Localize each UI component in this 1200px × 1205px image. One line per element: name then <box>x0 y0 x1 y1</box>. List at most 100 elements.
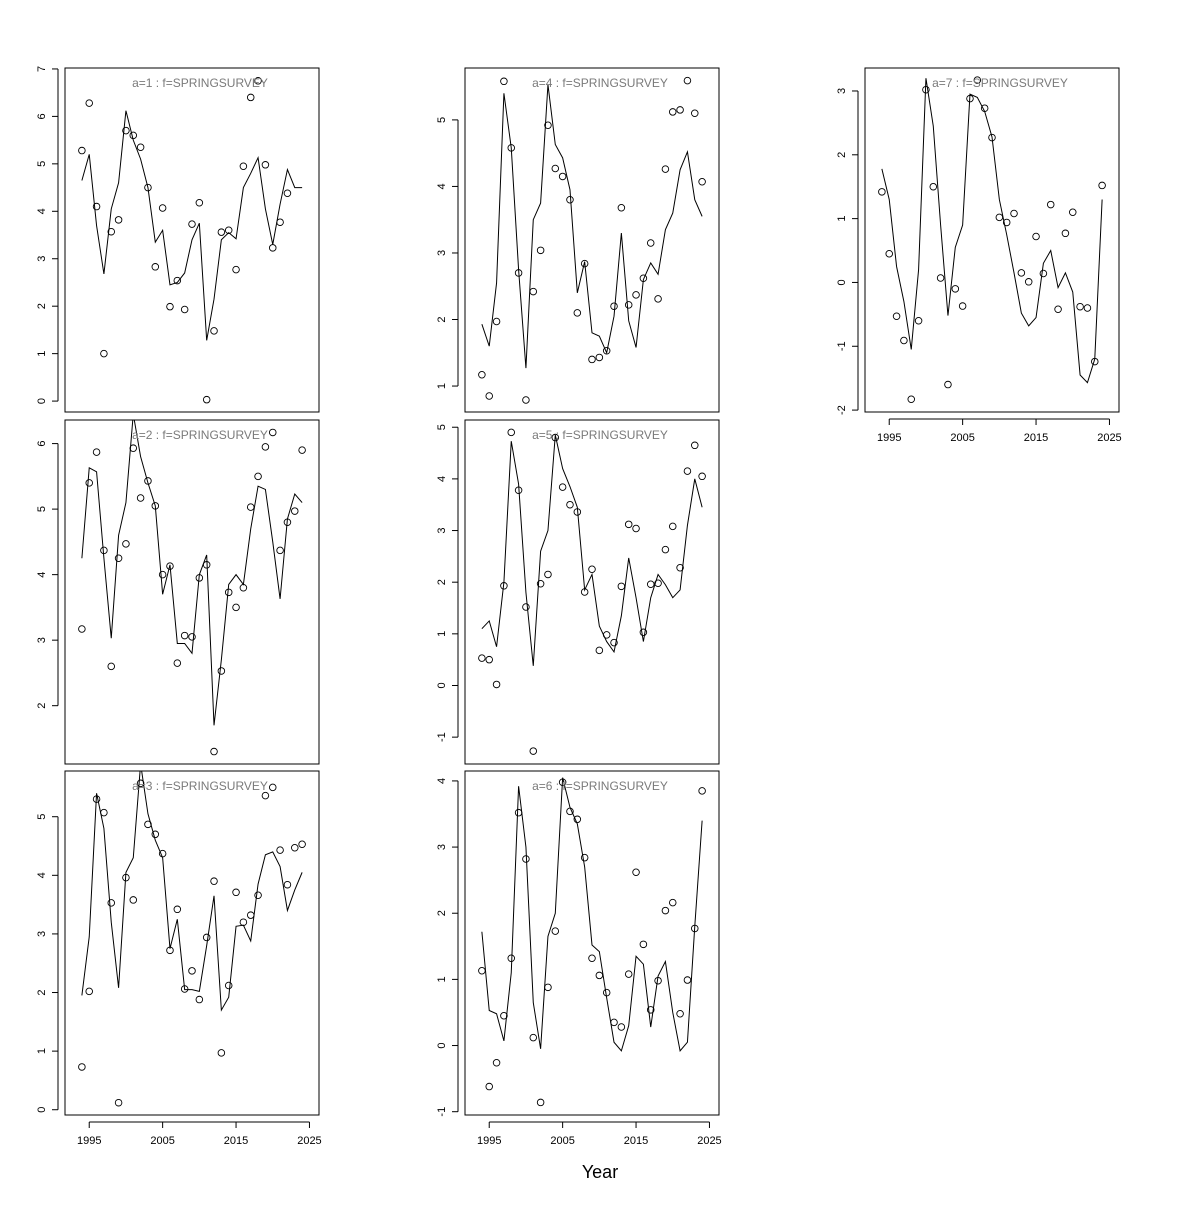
fitted-line <box>81 771 303 1012</box>
data-point <box>632 524 640 533</box>
data-point <box>617 203 626 212</box>
data-point <box>654 579 662 587</box>
data-point <box>669 108 677 116</box>
data-point <box>239 918 248 926</box>
data-point <box>276 846 284 854</box>
data-point <box>624 301 633 309</box>
data-point <box>195 199 204 207</box>
data-point <box>654 295 662 303</box>
panel: a=4 : f=SPRINGSURVEY 1 2 3 4 5 <box>436 67 720 413</box>
y-tick-label: 2 <box>436 910 448 916</box>
data-point <box>892 312 901 321</box>
data-point <box>1061 229 1070 238</box>
y-tick-label: 5 <box>36 161 48 167</box>
panel: a=3 : f=SPRINGSURVEY 0 1 2 3 4 5 1995 2005 2015 20… <box>36 770 322 1147</box>
x-tick-label: 2015 <box>1024 432 1048 444</box>
panel-title: a=2 : f=SPRINGSURVEY <box>132 428 268 442</box>
data-point <box>478 370 486 379</box>
y-tick-label: 3 <box>36 256 48 262</box>
data-point <box>188 967 196 975</box>
data-point <box>646 1006 655 1014</box>
y-tick-label: 3 <box>36 637 48 643</box>
data-point <box>173 659 182 667</box>
data-point <box>269 428 277 437</box>
data-point <box>261 443 270 451</box>
x-tick-label: 2005 <box>150 1135 174 1147</box>
panel-title: a=6 : f=SPRINGSURVEY <box>532 779 668 793</box>
data-point <box>558 483 567 491</box>
fitted-line <box>881 78 1103 384</box>
data-point <box>669 522 677 531</box>
data-point <box>114 216 123 224</box>
data-point <box>632 868 640 876</box>
x-tick-label: 2015 <box>224 1135 248 1147</box>
data-point <box>1039 269 1048 278</box>
data-point <box>122 540 130 548</box>
y-tick-label: 1 <box>436 383 448 389</box>
data-point <box>929 182 938 191</box>
data-point <box>232 888 240 897</box>
data-point <box>129 896 138 904</box>
panel-title: a=4 : f=SPRINGSURVEY <box>532 76 668 90</box>
data-point <box>232 265 240 274</box>
data-point <box>485 1082 493 1091</box>
data-point <box>544 983 552 992</box>
data-point <box>107 662 115 671</box>
data-point <box>907 395 915 403</box>
data-point <box>951 285 960 293</box>
panel-title: a=7 : f=SPRINGSURVEY <box>932 76 1068 90</box>
data-point <box>661 906 670 915</box>
y-tick-label: 1 <box>36 351 48 357</box>
x-tick-label: 1995 <box>477 1135 501 1147</box>
panel-title: a=5 : f=SPRINGSURVEY <box>532 428 668 442</box>
x-tick-label: 2025 <box>297 1135 321 1147</box>
x-tick-label: 2025 <box>697 1135 721 1147</box>
data-point <box>492 680 501 689</box>
data-point <box>224 226 233 235</box>
data-point <box>195 995 204 1004</box>
plot-area <box>78 420 306 756</box>
data-point <box>173 276 182 285</box>
data-point <box>1010 209 1018 218</box>
y-tick-label: 5 <box>436 424 448 430</box>
data-point <box>232 603 240 612</box>
panel: a=1 : f=SPRINGSURVEY 0 1 2 3 4 5 6 7 <box>36 66 320 413</box>
data-point <box>478 967 486 975</box>
x-tick-label: 2025 <box>1097 432 1121 444</box>
data-point <box>107 899 115 907</box>
y-tick-label: 5 <box>36 814 48 820</box>
y-tick-label: 0 <box>436 1042 448 1048</box>
data-point <box>683 76 692 85</box>
data-point <box>958 302 967 310</box>
y-tick-label: 4 <box>436 778 448 784</box>
data-point <box>485 392 493 400</box>
data-point <box>683 976 692 984</box>
data-point <box>900 336 908 345</box>
data-point <box>485 655 493 664</box>
plot-area <box>878 76 1106 403</box>
data-point <box>1046 200 1055 209</box>
data-point <box>210 877 218 885</box>
data-point <box>500 1012 508 1020</box>
data-point <box>78 1063 86 1071</box>
y-tick-label: 2 <box>436 316 448 322</box>
data-point <box>595 353 604 362</box>
fitted-line <box>81 110 303 341</box>
data-point <box>661 165 670 173</box>
data-point <box>151 830 160 839</box>
data-point <box>202 933 211 942</box>
x-tick-label: 1995 <box>877 432 901 444</box>
data-point <box>639 940 648 949</box>
data-point <box>1017 269 1026 277</box>
data-point <box>914 316 923 325</box>
y-tick-label: 1 <box>436 631 448 637</box>
fitted-line <box>81 420 303 726</box>
data-point <box>624 970 633 978</box>
data-point <box>1002 218 1011 227</box>
data-point <box>676 1010 684 1018</box>
y-tick-label: 2 <box>36 303 48 309</box>
data-point <box>529 747 538 755</box>
panel: a=2 : f=SPRINGSURVEY 2 3 4 5 6 <box>36 419 320 765</box>
panel-frame <box>464 419 720 765</box>
data-point <box>283 880 292 889</box>
